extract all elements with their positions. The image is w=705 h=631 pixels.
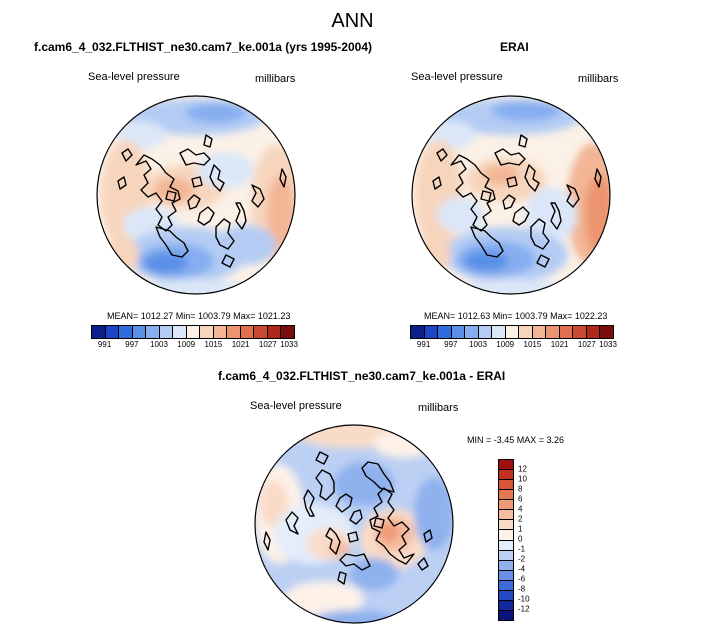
- colorbar-box: [600, 326, 613, 338]
- colorbar-box: [499, 480, 513, 491]
- colorbar-box: [499, 560, 513, 571]
- colorbar-box: [499, 610, 513, 620]
- colorbar-tick: -1: [518, 544, 526, 554]
- colorbar-box: [519, 326, 533, 338]
- model-colorbar: [91, 325, 295, 339]
- colorbar-box: [532, 326, 547, 338]
- colorbar-tick: 1009: [177, 340, 196, 349]
- diff-colorbar-ticks: 12 10 8 6 4 2 1 0 -1 -2 -4 -6 -8 -10 -12: [518, 459, 548, 619]
- colorbar-box: [499, 540, 513, 551]
- colorbar-tick: 12: [518, 464, 527, 474]
- colorbar-box: [499, 490, 513, 501]
- colorbar-tick: -8: [518, 584, 526, 594]
- colorbar-box: [499, 470, 513, 481]
- colorbar-tick: -10: [518, 594, 530, 604]
- colorbar-box: [546, 326, 560, 338]
- diff-stats: MIN = -3.45 MAX = 3.26: [467, 435, 565, 445]
- colorbar-tick: 1027: [577, 340, 596, 349]
- colorbar-tick: 6: [518, 494, 523, 504]
- colorbar-box: [499, 600, 513, 611]
- diff-colorbar: [498, 459, 514, 621]
- model-colorbar-ticks: 991 997 1003 1009 1015 1021 1027 1033: [91, 340, 298, 352]
- colorbar-tick: 4: [518, 504, 523, 514]
- diff-panel-title: f.cam6_4_032.FLTHIST_ne30.cam7_ke.001a -…: [218, 369, 506, 383]
- colorbar-tick: 1003: [150, 340, 168, 349]
- colorbar-tick: 2: [518, 514, 523, 524]
- colorbar-tick: 10: [518, 474, 527, 484]
- colorbar-box: [499, 590, 513, 601]
- obs-panel-title: ERAI: [500, 40, 529, 54]
- colorbar-box: [505, 326, 520, 338]
- obs-variable-label: Sea-level pressure: [411, 71, 503, 83]
- colorbar-tick: 1021: [231, 340, 250, 349]
- colorbar-box: [499, 580, 513, 591]
- model-variable-label: Sea-level pressure: [88, 71, 180, 83]
- colorbar-box: [492, 326, 506, 338]
- colorbar-box: [573, 326, 587, 338]
- colorbar-tick: 991: [97, 340, 112, 349]
- model-panel-title: f.cam6_4_032.FLTHIST_ne30.cam7_ke.001a (…: [34, 40, 372, 54]
- colorbar-tick: 997: [444, 340, 458, 349]
- obs-units-label: millibars: [578, 73, 619, 85]
- colorbar-tick: -2: [518, 554, 526, 564]
- colorbar-box: [499, 510, 513, 521]
- colorbar-tick: -6: [518, 574, 526, 584]
- colorbar-box: [424, 326, 439, 338]
- colorbar-tick: 1009: [496, 340, 515, 349]
- colorbar-box: [240, 326, 255, 338]
- colorbar-tick: 1: [518, 524, 523, 534]
- colorbar-box: [451, 326, 466, 338]
- colorbar-box: [281, 326, 294, 338]
- colorbar-box: [411, 326, 425, 338]
- colorbar-box: [499, 460, 513, 471]
- colorbar-box: [499, 550, 513, 561]
- colorbar-box: [119, 326, 133, 338]
- colorbar-box: [227, 326, 241, 338]
- colorbar-box: [92, 326, 106, 338]
- colorbar-box: [254, 326, 268, 338]
- colorbar-box: [132, 326, 147, 338]
- colorbar-box: [200, 326, 214, 338]
- colorbar-tick: 997: [125, 340, 139, 349]
- colorbar-tick: 1033: [599, 340, 617, 349]
- colorbar-box: [499, 500, 513, 511]
- colorbar-tick: 1003: [469, 340, 487, 349]
- colorbar-tick: -4: [518, 564, 526, 574]
- obs-colorbar: [410, 325, 614, 339]
- colorbar-tick: 1033: [280, 340, 298, 349]
- model-units-label: millibars: [255, 73, 296, 85]
- figure-title: ANN: [331, 10, 374, 32]
- colorbar-box: [186, 326, 201, 338]
- colorbar-tick: 1015: [204, 340, 223, 349]
- colorbar-box: [213, 326, 228, 338]
- colorbar-tick: 991: [416, 340, 431, 349]
- obs-stats: MEAN= 1012.63 Min= 1003.79 Max= 1022.23: [424, 311, 608, 321]
- colorbar-tick: -12: [518, 604, 530, 614]
- diff-variable-label: Sea-level pressure: [250, 400, 342, 412]
- colorbar-box: [499, 520, 513, 531]
- colorbar-box: [499, 570, 513, 581]
- colorbar-box: [586, 326, 601, 338]
- colorbar-box: [499, 530, 513, 541]
- diff-polar-map: [254, 424, 454, 624]
- colorbar-box: [105, 326, 120, 338]
- colorbar-tick: 1021: [550, 340, 569, 349]
- colorbar-box: [173, 326, 187, 338]
- colorbar-box: [559, 326, 574, 338]
- model-polar-map: [96, 95, 296, 295]
- colorbar-box: [478, 326, 493, 338]
- colorbar-box: [267, 326, 282, 338]
- obs-colorbar-ticks: 991 997 1003 1009 1015 1021 1027 1033: [410, 340, 617, 352]
- colorbar-tick: 8: [518, 484, 523, 494]
- colorbar-box: [146, 326, 160, 338]
- colorbar-box: [465, 326, 479, 338]
- obs-polar-map: [411, 95, 611, 295]
- colorbar-tick: 1015: [523, 340, 542, 349]
- colorbar-tick: 0: [518, 534, 523, 544]
- colorbar-tick: 1027: [258, 340, 277, 349]
- diff-units-label: millibars: [418, 402, 459, 414]
- colorbar-box: [438, 326, 452, 338]
- colorbar-box: [159, 326, 174, 338]
- model-stats: MEAN= 1012.27 Min= 1003.79 Max= 1021.23: [107, 311, 291, 321]
